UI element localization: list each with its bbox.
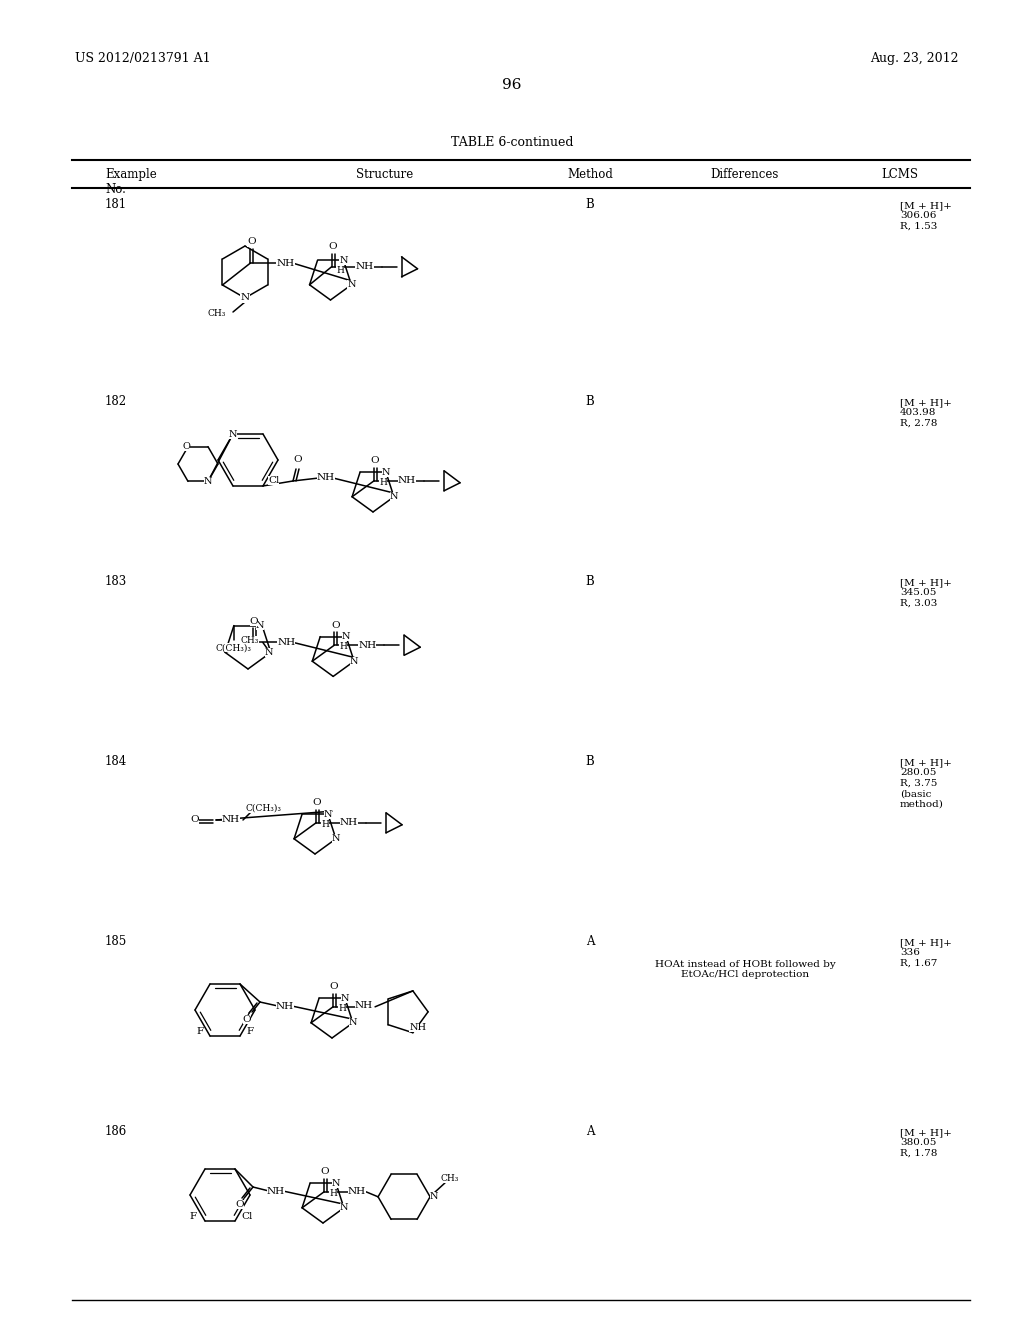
Text: LCMS: LCMS — [882, 168, 919, 181]
Text: [M + H]+
380.05
R, 1.78: [M + H]+ 380.05 R, 1.78 — [900, 1129, 952, 1158]
Text: 96: 96 — [502, 78, 522, 92]
Text: O: O — [247, 238, 256, 247]
Text: O: O — [182, 442, 189, 451]
Text: N: N — [241, 293, 250, 302]
Text: Differences: Differences — [711, 168, 779, 181]
Text: N: N — [324, 809, 332, 818]
Text: NH: NH — [358, 640, 376, 649]
Text: H: H — [339, 642, 347, 651]
Text: N: N — [332, 834, 340, 843]
Text: N: N — [341, 994, 349, 1003]
Text: H: H — [321, 820, 329, 829]
Text: N: N — [342, 632, 350, 642]
Text: B: B — [586, 755, 594, 768]
Text: O: O — [331, 620, 340, 630]
Text: C(CH₃)₃: C(CH₃)₃ — [216, 643, 252, 652]
Text: N: N — [347, 280, 355, 289]
Text: [M + H]+
280.05
R, 3.75
(basic
method): [M + H]+ 280.05 R, 3.75 (basic method) — [900, 758, 952, 809]
Text: 184: 184 — [105, 755, 127, 768]
Text: H: H — [379, 478, 387, 487]
Text: [M + H]+
403.98
R, 2.78: [M + H]+ 403.98 R, 2.78 — [900, 399, 952, 428]
Text: [M + H]+
336
R, 1.67: [M + H]+ 336 R, 1.67 — [900, 939, 952, 968]
Text: F: F — [246, 1027, 253, 1036]
Text: NH: NH — [276, 259, 295, 268]
Text: CH₃: CH₃ — [208, 309, 226, 318]
Text: N: N — [339, 256, 348, 265]
Text: NH: NH — [278, 638, 295, 647]
Text: N: N — [340, 1204, 348, 1212]
Text: B: B — [586, 198, 594, 211]
Text: 181: 181 — [105, 198, 127, 211]
Text: Aug. 23, 2012: Aug. 23, 2012 — [870, 51, 958, 65]
Text: F: F — [189, 1213, 197, 1221]
Text: A: A — [586, 1125, 594, 1138]
Text: N: N — [264, 648, 273, 657]
Text: NH: NH — [410, 1023, 426, 1032]
Text: O: O — [329, 243, 337, 251]
Text: N: N — [332, 1179, 340, 1188]
Text: US 2012/0213791 A1: US 2012/0213791 A1 — [75, 51, 211, 65]
Text: N: N — [430, 1192, 438, 1201]
Text: O: O — [330, 982, 338, 991]
Text: [M + H]+
306.06
R, 1.53: [M + H]+ 306.06 R, 1.53 — [900, 201, 952, 231]
Text: 186: 186 — [105, 1125, 127, 1138]
Text: B: B — [586, 395, 594, 408]
Text: Method: Method — [567, 168, 613, 181]
Text: Cl: Cl — [268, 477, 280, 486]
Text: N: N — [390, 492, 398, 502]
Text: [M + H]+
345.05
R, 3.03: [M + H]+ 345.05 R, 3.03 — [900, 578, 952, 607]
Text: O: O — [243, 1015, 251, 1023]
Text: 185: 185 — [105, 935, 127, 948]
Text: A: A — [586, 935, 594, 948]
Text: F: F — [197, 1027, 204, 1036]
Text: Structure: Structure — [356, 168, 414, 181]
Text: TABLE 6-continued: TABLE 6-continued — [451, 136, 573, 149]
Text: C(CH₃)₃: C(CH₃)₃ — [245, 804, 281, 813]
Text: O: O — [236, 1200, 245, 1209]
Text: NH: NH — [317, 474, 335, 483]
Text: NH: NH — [355, 1002, 373, 1010]
Text: CH₃: CH₃ — [441, 1175, 460, 1183]
Text: N: N — [382, 467, 390, 477]
Text: NH: NH — [355, 263, 374, 272]
Text: N: N — [349, 1018, 357, 1027]
Text: N: N — [228, 429, 238, 438]
Text: Cl: Cl — [241, 1213, 252, 1221]
Text: HOAt instead of HOBt followed by
EtOAc/HCl deprotection: HOAt instead of HOBt followed by EtOAc/H… — [654, 960, 836, 979]
Text: N: N — [350, 657, 358, 665]
Text: B: B — [586, 576, 594, 587]
Text: NH: NH — [340, 818, 358, 828]
Text: 182: 182 — [105, 395, 127, 408]
Text: O: O — [321, 1167, 330, 1176]
Text: O: O — [250, 616, 258, 626]
Text: H: H — [329, 1189, 337, 1197]
Text: O: O — [312, 799, 322, 808]
Text: 183: 183 — [105, 576, 127, 587]
Text: Example
No.: Example No. — [105, 168, 157, 195]
Text: O: O — [371, 457, 379, 465]
Text: NH: NH — [267, 1187, 285, 1196]
Text: O: O — [294, 455, 302, 465]
Text: H: H — [337, 265, 344, 275]
Text: NH: NH — [222, 816, 240, 825]
Text: H: H — [338, 1003, 346, 1012]
Text: NH: NH — [398, 477, 416, 486]
Text: N: N — [204, 477, 212, 486]
Text: O: O — [190, 816, 200, 825]
Text: N: N — [256, 622, 264, 630]
Text: NH: NH — [275, 1002, 294, 1011]
Text: NH: NH — [348, 1187, 367, 1196]
Text: CH₃: CH₃ — [241, 636, 259, 645]
